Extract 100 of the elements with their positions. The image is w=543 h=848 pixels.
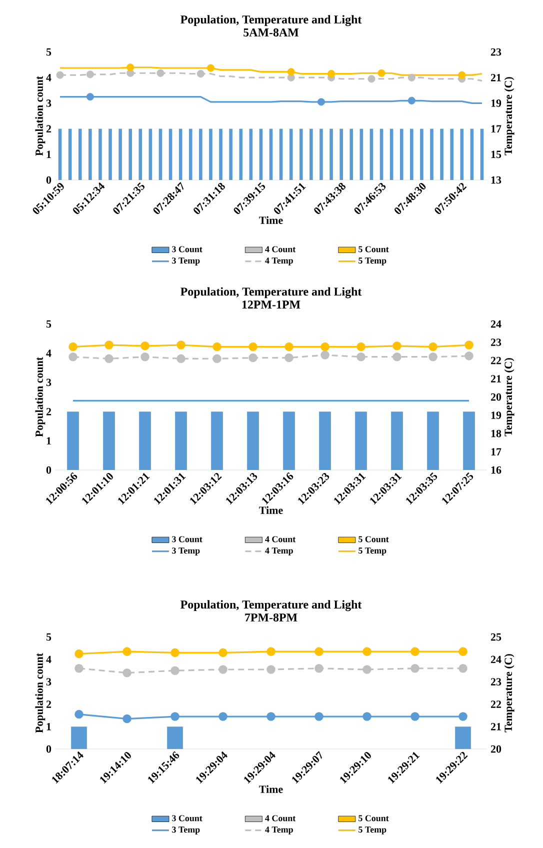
point [392, 352, 402, 362]
point [212, 354, 222, 364]
point [266, 712, 276, 721]
y2-axis-title: Temperature (C) [504, 654, 514, 732]
y2-tick-label: 24 [490, 656, 502, 664]
point [122, 647, 132, 656]
y-tick-label: 5 [46, 320, 52, 328]
chart-title: Population, Temperature and Light [180, 15, 362, 26]
y2-tick-label: 16 [491, 466, 502, 474]
point [74, 710, 84, 719]
point [410, 712, 420, 721]
point [122, 668, 132, 678]
legend-label: 5 Count [358, 246, 389, 252]
point [68, 352, 78, 362]
point [176, 354, 186, 364]
chart-title: Population, Temperature and Light [180, 287, 362, 298]
chart-subtitle: 12PM-1PM [242, 300, 300, 309]
point [458, 71, 466, 79]
point [284, 342, 294, 352]
point [140, 352, 150, 362]
point [104, 354, 114, 364]
legend-label: 3 Count [172, 815, 202, 822]
point [408, 74, 416, 82]
point [176, 340, 186, 350]
point [104, 340, 114, 350]
point [458, 712, 468, 721]
point [356, 352, 366, 362]
point [156, 69, 164, 77]
legend-label: 4 Temp [265, 826, 293, 834]
y-axis-title: Population count [35, 653, 46, 733]
y2-tick-label: 19 [491, 100, 502, 107]
y-axis-title: Population count [35, 76, 46, 156]
point [266, 665, 276, 674]
legend-label: 5 Count [358, 536, 389, 542]
point [170, 712, 180, 721]
y2-tick-label: 23 [490, 338, 502, 346]
y-tick-label: 0 [46, 176, 52, 184]
legend-label: 3 Temp [172, 258, 200, 266]
point [287, 68, 295, 76]
point [212, 342, 222, 352]
y2-axis-title: Temperature (C) [504, 358, 514, 436]
y-tick-label: 4 [46, 74, 52, 82]
point [362, 712, 372, 721]
point [378, 69, 386, 77]
y2-tick-label: 17 [491, 448, 502, 456]
y2-tick-label: 25 [490, 633, 502, 641]
point [56, 71, 64, 79]
point [248, 342, 258, 352]
point [140, 342, 150, 350]
y2-tick-label: 19 [491, 412, 502, 419]
point [314, 647, 324, 656]
y2-tick-label: 18 [491, 430, 502, 438]
point [196, 70, 204, 78]
point [126, 64, 134, 72]
y-tick-label: 1 [46, 722, 51, 730]
point [206, 64, 215, 72]
x-axis-title: Time [259, 216, 283, 224]
y2-tick-label: 21 [490, 722, 501, 730]
y2-tick-label: 23 [490, 48, 502, 56]
point [410, 664, 420, 673]
legend-label: 4 Count [265, 536, 296, 542]
point [458, 664, 468, 673]
y2-tick-label: 17 [491, 125, 502, 132]
point [68, 342, 78, 352]
y-tick-label: 1 [46, 150, 51, 158]
y2-tick-label: 20 [490, 745, 502, 753]
y-tick-label: 2 [46, 125, 51, 132]
point [428, 342, 438, 352]
legend-label: 5 Temp [358, 258, 386, 266]
y-axis-title: Population count [35, 357, 46, 437]
legend-label: 5 Count [358, 815, 389, 822]
legend-label: 4 Count [265, 815, 296, 822]
x-axis-title: Time [259, 785, 283, 794]
legend-label: 4 Temp [265, 548, 293, 556]
point [368, 75, 376, 83]
chart-subtitle: 7PM-8PM [245, 613, 298, 622]
point [362, 647, 372, 656]
y2-axis-title: Temperature (C) [504, 77, 514, 156]
point [356, 342, 366, 352]
point [320, 350, 330, 360]
point [122, 714, 132, 724]
y2-tick-label: 21 [490, 375, 501, 382]
point [392, 342, 402, 350]
point [218, 648, 228, 658]
legend-label: 3 Count [172, 536, 202, 542]
legend-label: 5 Temp [358, 826, 386, 834]
y2-tick-label: 22 [490, 356, 502, 364]
x-axis-title: Time [259, 506, 283, 514]
point [218, 665, 228, 674]
point [458, 647, 468, 656]
point [314, 664, 324, 673]
point [248, 353, 258, 362]
point [86, 70, 94, 78]
y2-tick-label: 13 [491, 176, 502, 184]
chart-subtitle: 5AM-8AM [244, 28, 299, 36]
y-tick-label: 2 [46, 700, 51, 708]
point [317, 98, 326, 106]
point [74, 649, 84, 658]
y2-tick-label: 23 [490, 678, 502, 686]
y2-tick-label: 15 [491, 150, 502, 158]
